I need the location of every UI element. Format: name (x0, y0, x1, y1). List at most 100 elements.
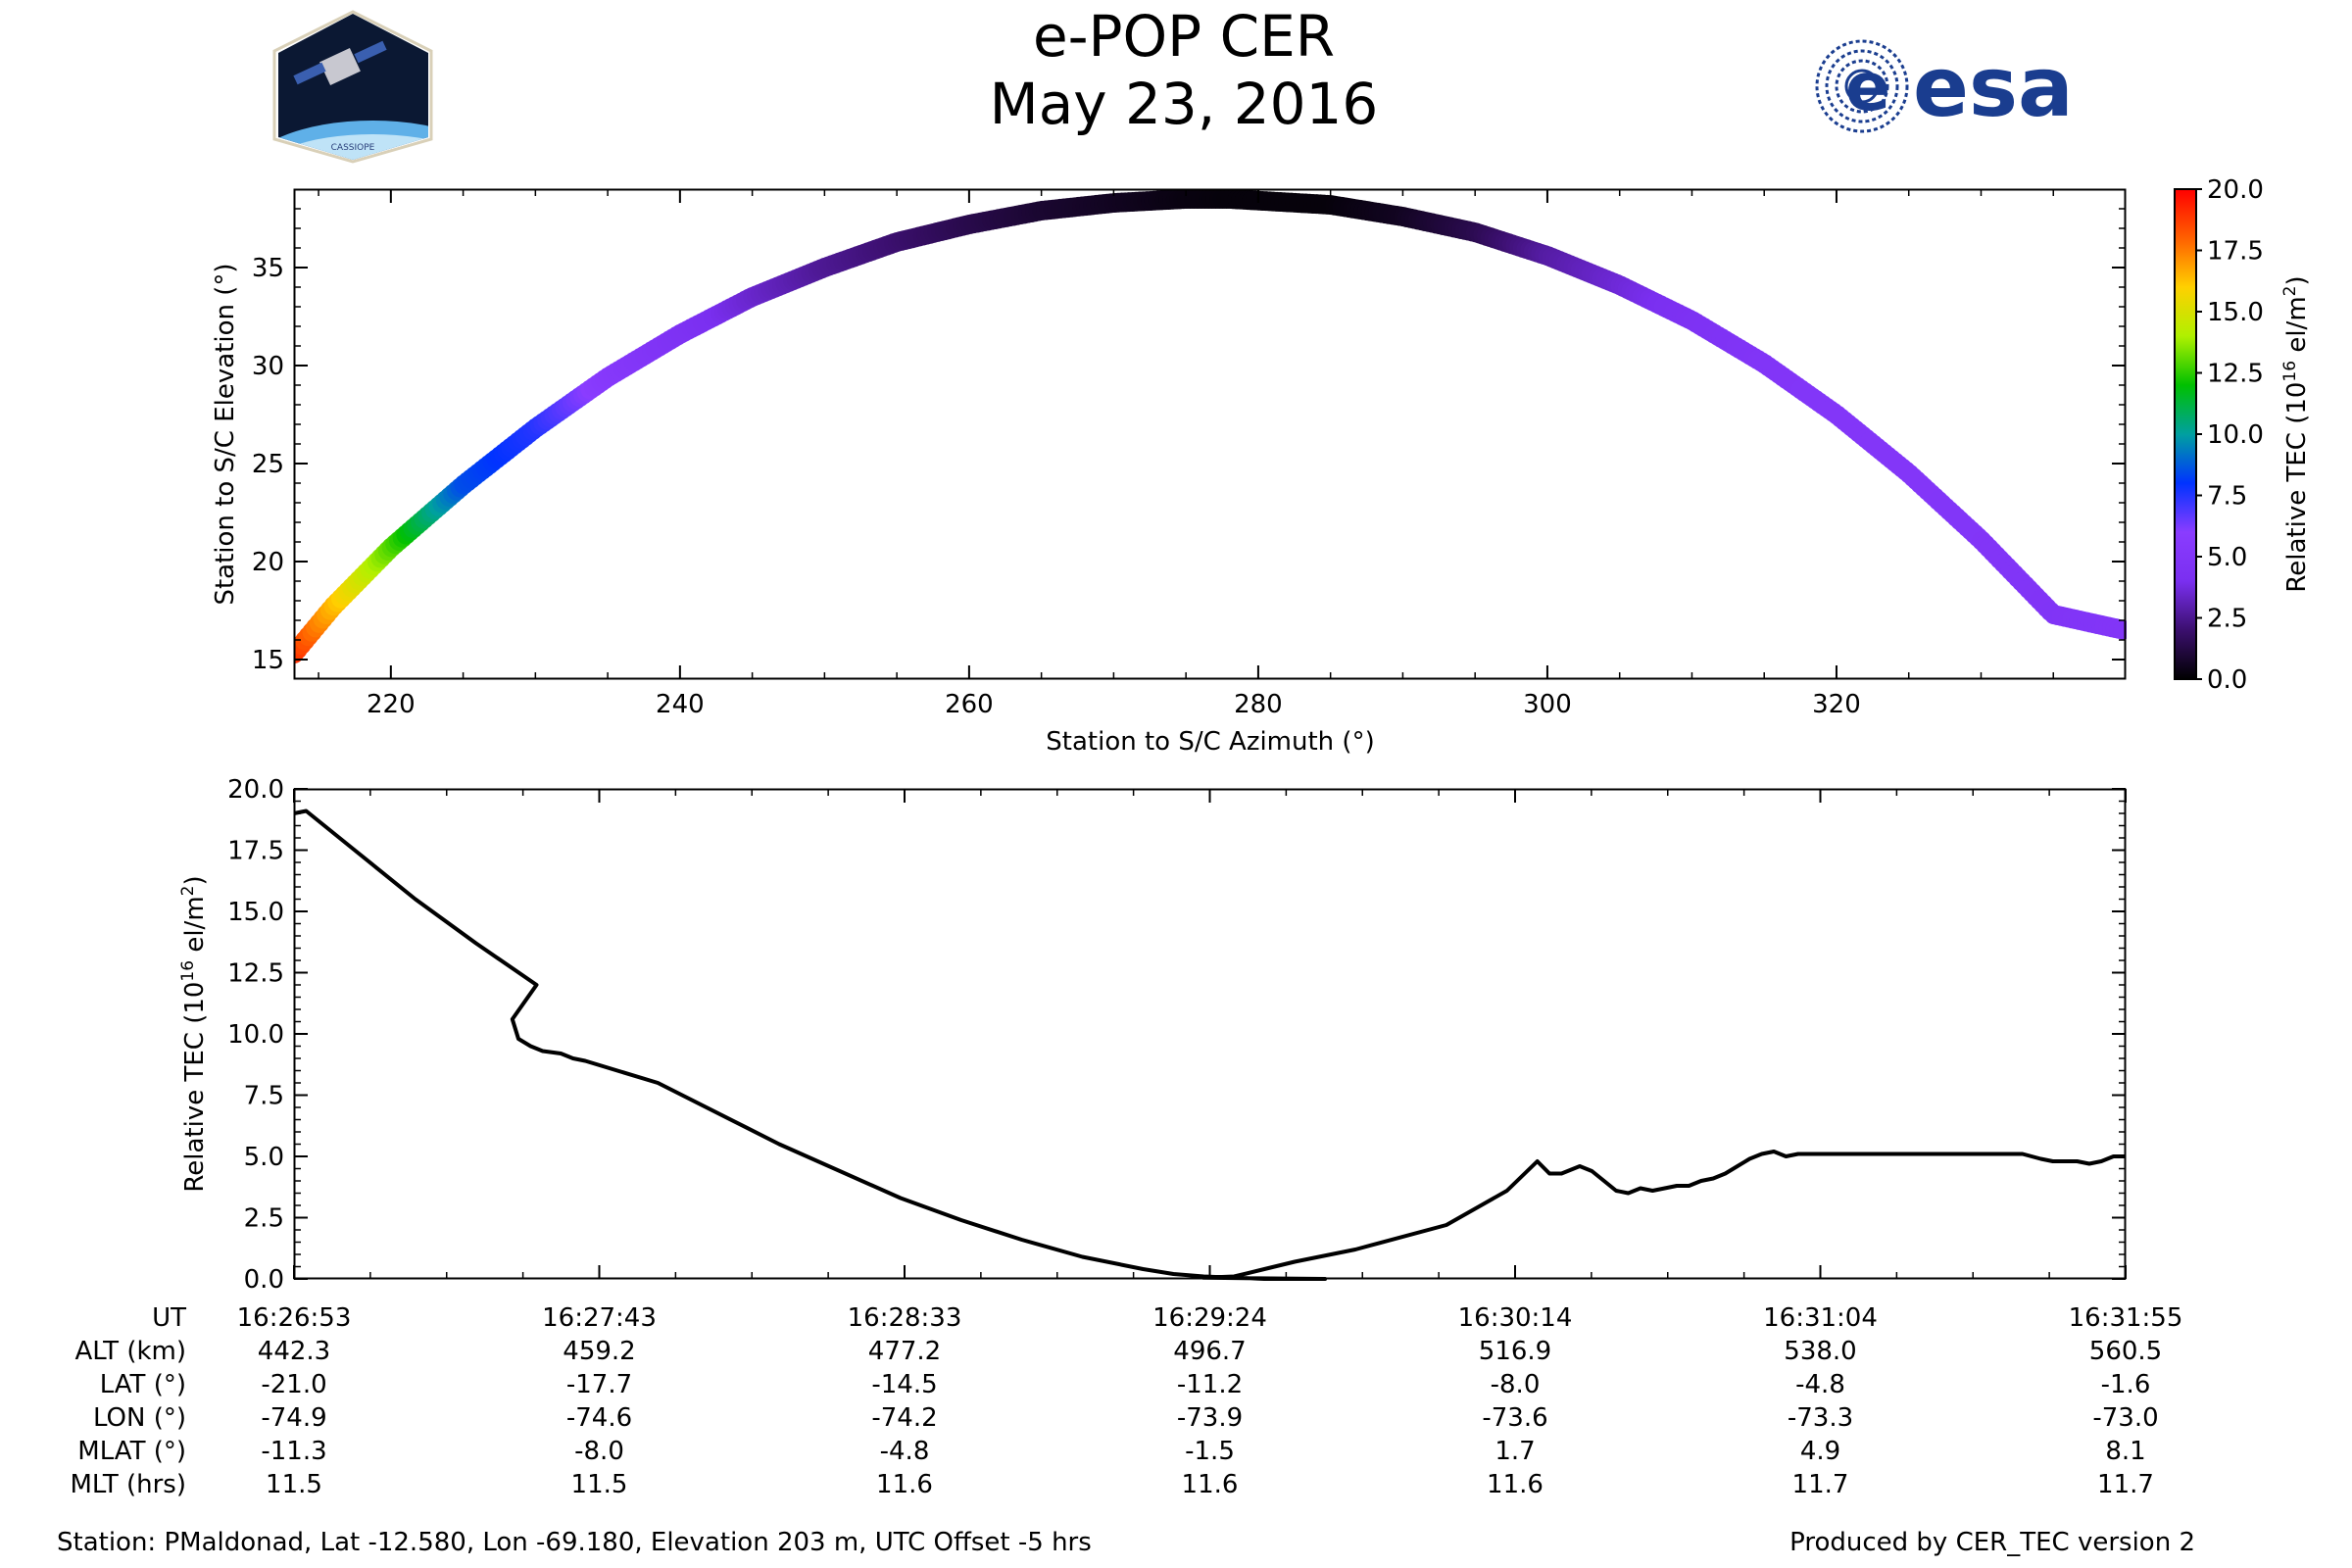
table-cell: -11.2 (1177, 1370, 1243, 1399)
ephemeris-table: UT ALT (km) LAT (°) LON (°) MLAT (°) MLT (hrs… (71, 1303, 2183, 1499)
colorbar-tick-label: 2.5 (2207, 605, 2247, 634)
table-cell: -4.8 (1795, 1370, 1845, 1399)
plot1-xtick-labels: 220 240 260 280 300 320 (367, 690, 1861, 719)
y-tick-label: 10.0 (227, 1020, 284, 1050)
track-point (2113, 619, 2127, 640)
y-tick-label: 20.0 (227, 775, 284, 805)
plot2-frame (293, 788, 2127, 1280)
table-row-label: UT (152, 1303, 186, 1333)
x-tick-label: 280 (1234, 690, 1283, 719)
colorbar-tick-label: 20.0 (2207, 175, 2264, 205)
table-columns: 16:26:53 442.3 -21.0 -74.9 -11.3 11.5 16:27:43… (237, 1303, 2183, 1499)
table-cell: 477.2 (868, 1337, 941, 1366)
table-cell: 4.9 (1800, 1437, 1840, 1466)
table-cell: -8.0 (1491, 1370, 1541, 1399)
table-row-labels: UT ALT (km) LAT (°) LON (°) MLAT (°) MLT (hrs… (71, 1303, 187, 1499)
elevation-azimuth-plot: 220 240 260 280 300 320 15 20 25 30 35 Station to… (211, 188, 2127, 757)
table-cell: 8.1 (2105, 1437, 2145, 1466)
y-tick-label: 2.5 (244, 1204, 284, 1234)
table-cell: -1.6 (2101, 1370, 2151, 1399)
table-cell: -17.7 (566, 1370, 632, 1399)
x-tick-label: 320 (1812, 690, 1861, 719)
esa-wordmark: esa (1913, 39, 2074, 135)
y-tick-label: 15 (252, 646, 284, 675)
table-cell: -74.2 (871, 1403, 937, 1433)
table-cell: 16:27:43 (542, 1303, 657, 1333)
table-cell: -1.5 (1185, 1437, 1235, 1466)
esa-swirl-icon: e (1815, 39, 1909, 133)
colorbar-gradient (2174, 188, 2197, 680)
tec-line (293, 808, 2126, 1281)
y-tick-label: 30 (252, 352, 284, 381)
track-points (294, 189, 2127, 663)
table-cell: 11.6 (1487, 1470, 1544, 1499)
y-tick-label: 17.5 (227, 837, 284, 866)
plot2-ylabel: Relative TEC (1016 el/m2) (178, 875, 210, 1192)
page-title: e-POP CER (1033, 3, 1335, 70)
x-tick-label: 260 (945, 690, 994, 719)
x-tick-label: 240 (656, 690, 705, 719)
colorbar: 0.0 2.5 5.0 7.5 10.0 12.5 15.0 17.5 20.0 Relativ… (2174, 175, 2312, 695)
logo-text: CASSIOPE (331, 143, 375, 153)
station-info: Station: PMaldonad, Lat -12.580, Lon -69… (57, 1528, 1092, 1557)
plot1-ticks (294, 189, 2126, 679)
table-cell: 516.9 (1479, 1337, 1551, 1366)
table-cell: 16:28:33 (848, 1303, 962, 1333)
table-cell: -74.9 (261, 1403, 326, 1433)
x-tick-label: 300 (1523, 690, 1572, 719)
table-cell: -74.6 (566, 1403, 632, 1433)
table-cell: 11.5 (266, 1470, 322, 1499)
table-cell: 11.6 (1182, 1470, 1239, 1499)
y-tick-label: 7.5 (244, 1082, 284, 1111)
table-cell: 11.5 (571, 1470, 628, 1499)
page-date: May 23, 2016 (990, 71, 1379, 137)
colorbar-tick-label: 5.0 (2207, 543, 2247, 572)
table-cell: 16:30:14 (1458, 1303, 1573, 1333)
colorbar-tick-label: 0.0 (2207, 665, 2247, 695)
colorbar-tick-label: 12.5 (2207, 360, 2264, 389)
y-tick-label: 25 (252, 450, 284, 479)
table-cell: 16:29:24 (1152, 1303, 1267, 1333)
y-tick-label: 35 (252, 254, 284, 283)
table-row-label: MLAT (°) (77, 1437, 186, 1466)
table-cell: 496.7 (1173, 1337, 1246, 1366)
plot2-ytick-labels: 0.0 2.5 5.0 7.5 10.0 12.5 15.0 17.5 20.0 (227, 775, 284, 1295)
table-cell: -8.0 (574, 1437, 624, 1466)
svg-text:e: e (1845, 49, 1890, 126)
y-tick-label: 5.0 (244, 1143, 284, 1172)
tec-timeseries-plot: 0.0 2.5 5.0 7.5 10.0 12.5 15.0 17.5 20.0 Relativ… (178, 775, 2127, 1295)
table-row-label: ALT (km) (74, 1337, 186, 1366)
table-cell: -73.6 (1482, 1403, 1547, 1433)
table-cell: -73.0 (2092, 1403, 2158, 1433)
y-tick-label: 0.0 (244, 1265, 284, 1295)
table-cell: 11.6 (876, 1470, 933, 1499)
x-tick-label: 220 (367, 690, 416, 719)
table-row-label: MLT (hrs) (71, 1470, 187, 1499)
table-cell: 11.7 (2097, 1470, 2154, 1499)
colorbar-tick-label: 17.5 (2207, 237, 2264, 267)
plot1-xlabel: Station to S/C Azimuth (°) (1046, 727, 1374, 757)
table-cell: 11.7 (1792, 1470, 1849, 1499)
plot1-frame (293, 188, 2127, 680)
plot2-ticks (293, 788, 2127, 1280)
table-cell: -11.3 (261, 1437, 326, 1466)
table-cell: -4.8 (880, 1437, 930, 1466)
table-cell: 16:31:04 (1763, 1303, 1878, 1333)
cassiope-logo: CASSIOPE (272, 10, 433, 164)
colorbar-label: Relative TEC (1016 el/m2) (2280, 275, 2312, 592)
table-row-label: LAT (°) (100, 1370, 186, 1399)
plot1-ylabel: Station to S/C Elevation (°) (211, 263, 240, 605)
table-cell: -14.5 (871, 1370, 937, 1399)
colorbar-tick-label: 10.0 (2207, 420, 2264, 450)
y-tick-label: 12.5 (227, 959, 284, 989)
colorbar-ticks: 0.0 2.5 5.0 7.5 10.0 12.5 15.0 17.5 20.0 (2196, 175, 2264, 695)
produced-by: Produced by CER_TEC version 2 (1789, 1528, 2195, 1557)
table-row-label: LON (°) (93, 1403, 186, 1433)
colorbar-tick-label: 15.0 (2207, 298, 2264, 327)
table-cell: -21.0 (261, 1370, 326, 1399)
table-cell: 16:26:53 (237, 1303, 352, 1333)
table-cell: 442.3 (258, 1337, 330, 1366)
table-cell: 538.0 (1784, 1337, 1856, 1366)
table-cell: 560.5 (2089, 1337, 2162, 1366)
